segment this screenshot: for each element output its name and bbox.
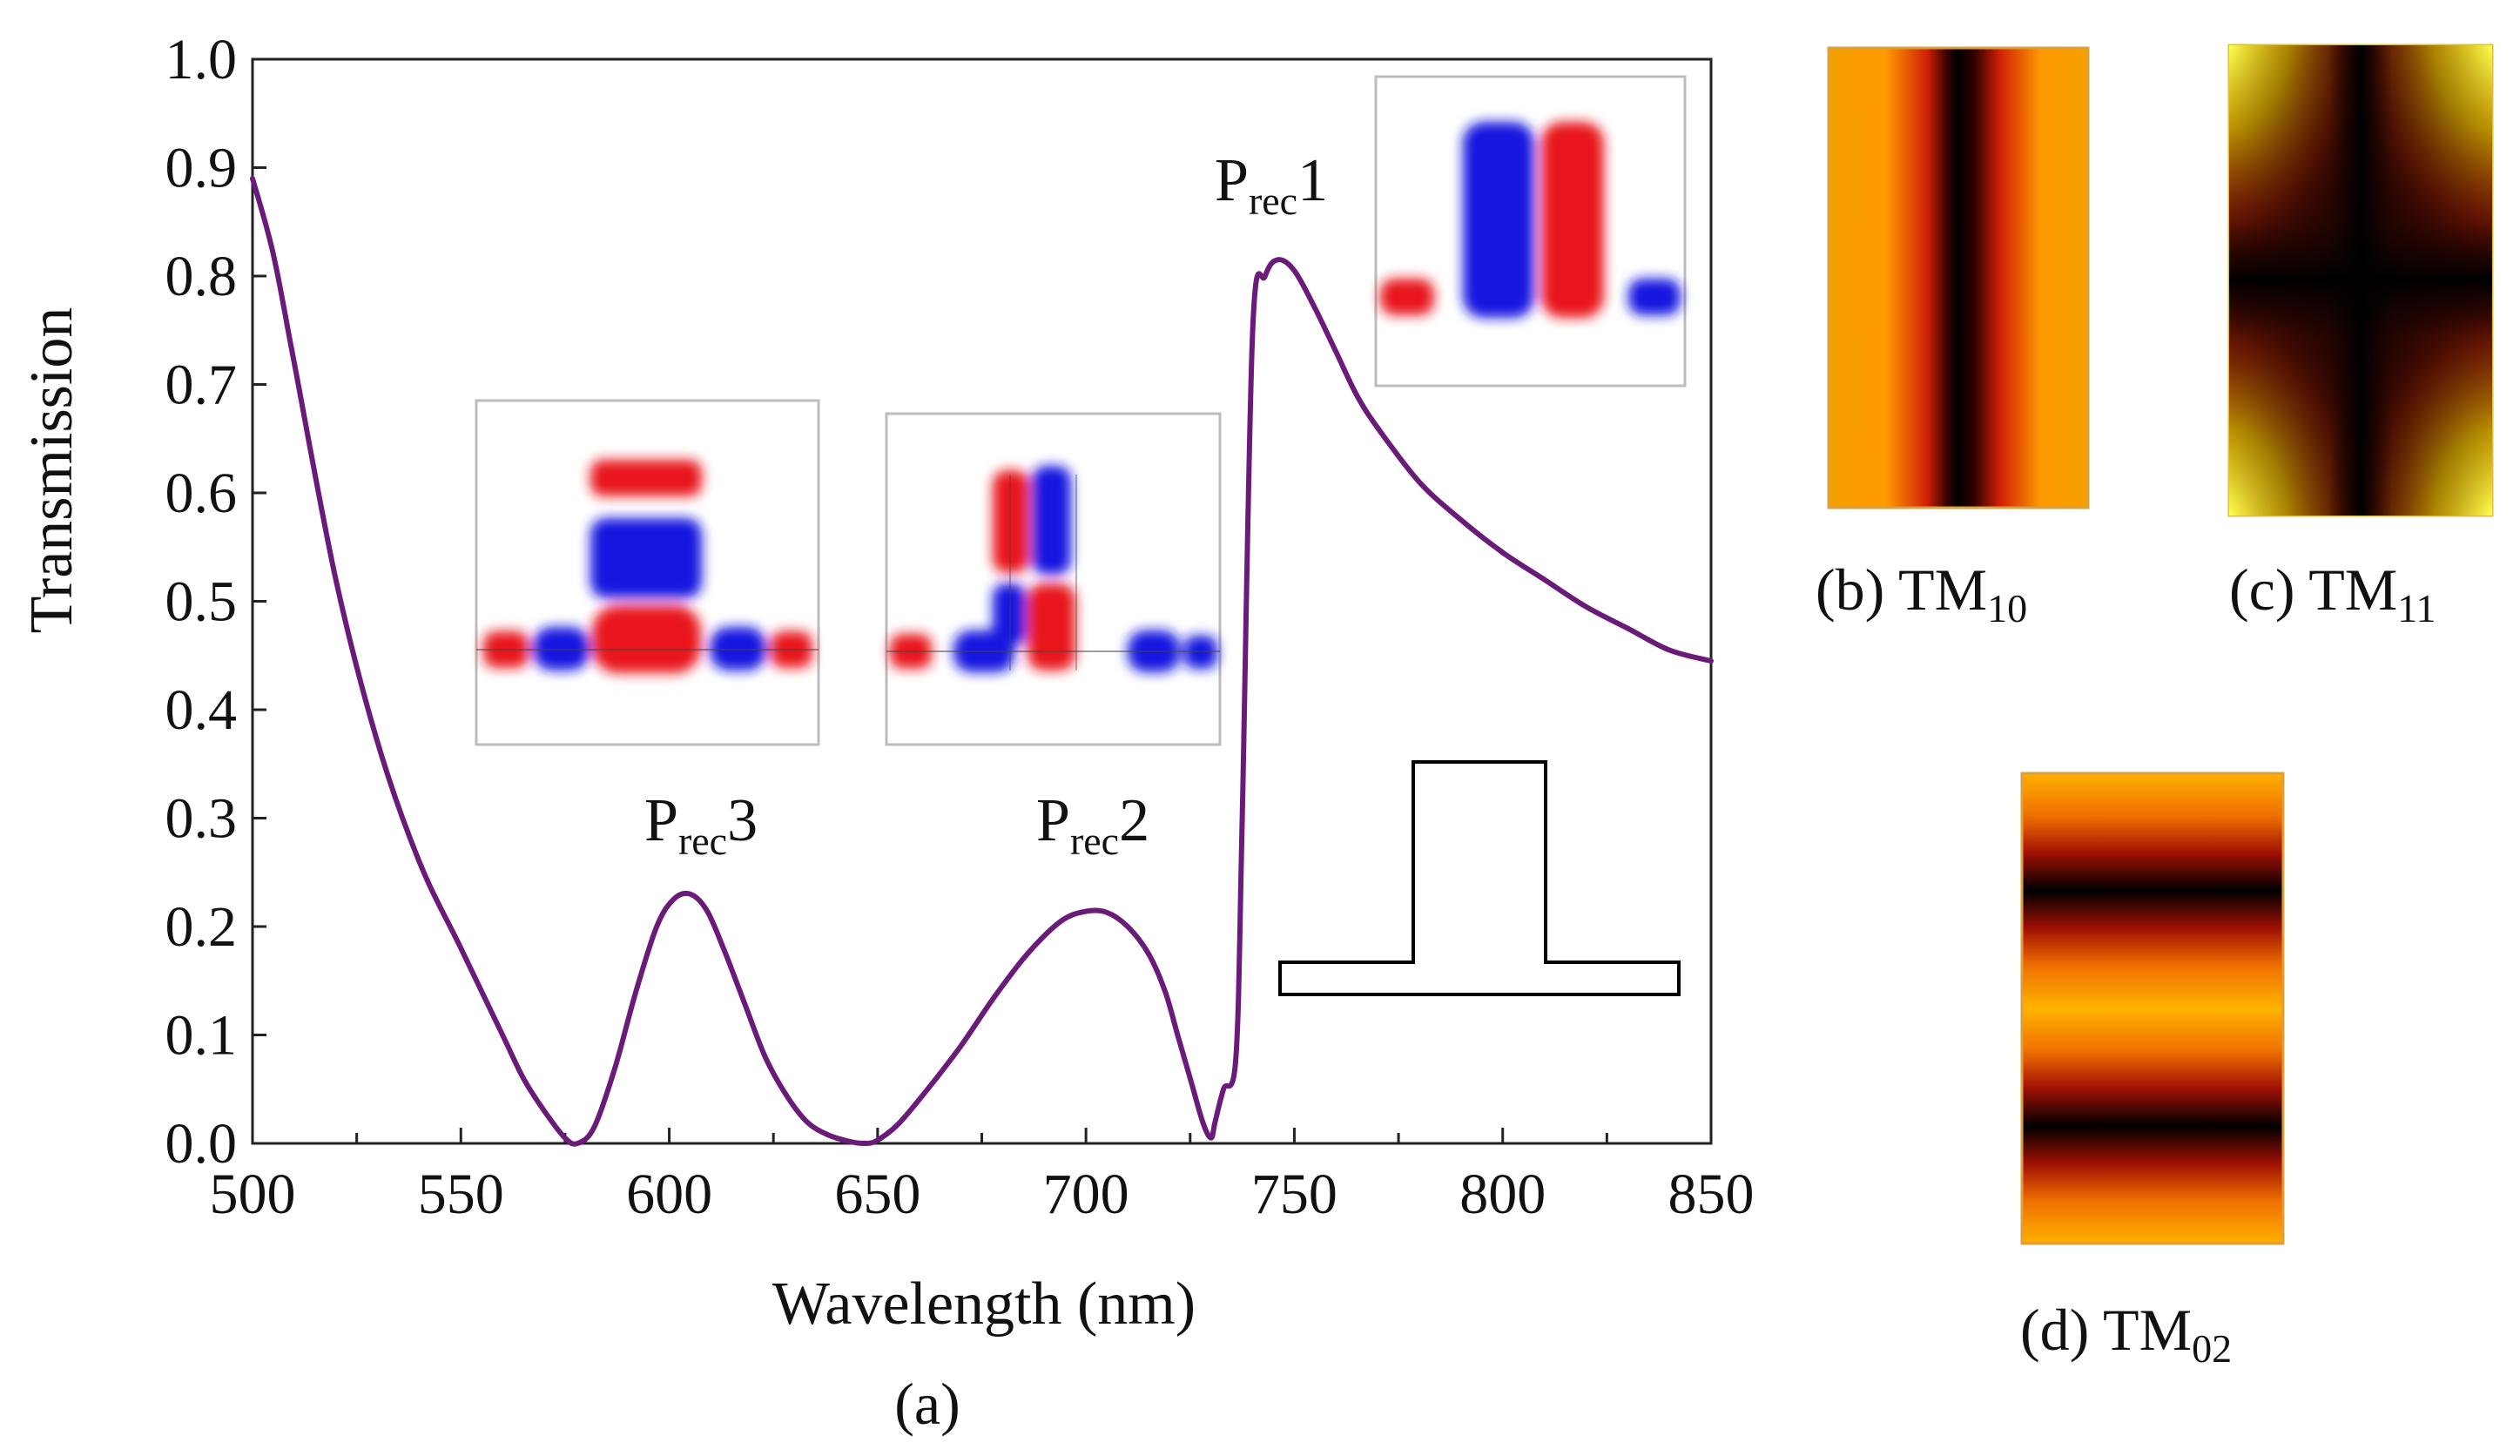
x-tick-label: 750 [1251, 1163, 1337, 1226]
y-axis-ticks: 0.0 0.1 0.2 0.3 0.4 0.5 0.6 0.7 0.8 0.9 1.0 [165, 28, 266, 1176]
annotation-prec1-num: 1 [1297, 147, 1328, 214]
caption-tm10-sub: 10 [1987, 586, 2027, 630]
caption-tm11-sub: 11 [2397, 586, 2436, 630]
mode-map-tm11: (c) TM11 [2227, 44, 2494, 630]
transmission-chart: 0.0 0.1 0.2 0.3 0.4 0.5 0.6 0.7 0.8 0.9 1.0 500 550… [18, 28, 1755, 1437]
annotation-prec2: Prec2 [1036, 787, 1149, 863]
caption-tm02-sub: 02 [2192, 1326, 2232, 1371]
annotation-prec2-letter: P [1036, 787, 1070, 854]
annotation-prec1: Prec1 [1215, 147, 1328, 223]
transmission-curve [250, 176, 1714, 1147]
panel-caption-a: (a) [894, 1371, 960, 1437]
x-axis-ticks: 500 550 600 650 700 750 800 850 [210, 1128, 1755, 1226]
y-axis-label: Transmission [18, 307, 85, 634]
annotation-prec3-letter: P [644, 787, 678, 854]
caption-tm10: (b) TM10 [1816, 556, 2027, 630]
caption-tm11: (c) TM11 [2229, 556, 2436, 630]
x-tick-label: 850 [1668, 1163, 1755, 1226]
annotation-prec2-sub: rec [1070, 819, 1119, 863]
y-tick-label: 0.0 [165, 1112, 238, 1176]
annotation-prec2-num: 2 [1119, 787, 1149, 854]
annotation-prec3-sub: rec [678, 819, 727, 863]
annotation-prec1-letter: P [1215, 147, 1249, 214]
annotation-prec3-num: 3 [727, 787, 758, 854]
y-tick-label: 0.9 [165, 137, 238, 200]
x-tick-label: 700 [1043, 1163, 1129, 1226]
mode-map-tm02: (d) TM02 [2020, 772, 2285, 1371]
y-tick-label: 0.2 [165, 895, 238, 959]
field-map-prec1 [1374, 75, 1687, 388]
y-tick-label: 0.8 [165, 245, 238, 308]
caption-tm02-text: (d) TM [2020, 1297, 2192, 1363]
x-axis-label: Wavelength (nm) [772, 1271, 1196, 1338]
caption-tm11-text: (c) TM [2229, 556, 2397, 623]
y-tick-label: 0.6 [165, 462, 238, 525]
x-tick-label: 600 [626, 1163, 712, 1226]
field-map-prec2 [885, 412, 1222, 746]
y-tick-label: 1.0 [165, 28, 238, 91]
x-tick-label: 800 [1459, 1163, 1546, 1226]
y-tick-label: 0.1 [165, 1004, 238, 1068]
caption-tm02: (d) TM02 [2020, 1297, 2232, 1371]
y-tick-label: 0.5 [165, 570, 238, 634]
annotation-prec1-sub: rec [1249, 179, 1297, 223]
y-tick-label: 0.3 [165, 787, 238, 851]
structure-outline [1278, 760, 1681, 996]
field-map-prec3 [475, 399, 820, 746]
y-tick-label: 0.7 [165, 354, 238, 417]
x-tick-label: 550 [418, 1163, 504, 1226]
caption-tm10-text: (b) TM [1816, 556, 1987, 623]
x-tick-label: 500 [210, 1163, 296, 1226]
mode-map-tm10: (b) TM10 [1816, 46, 2090, 630]
y-tick-label: 0.4 [165, 678, 238, 742]
x-tick-label: 650 [834, 1163, 920, 1226]
annotation-prec3: Prec3 [644, 787, 758, 863]
